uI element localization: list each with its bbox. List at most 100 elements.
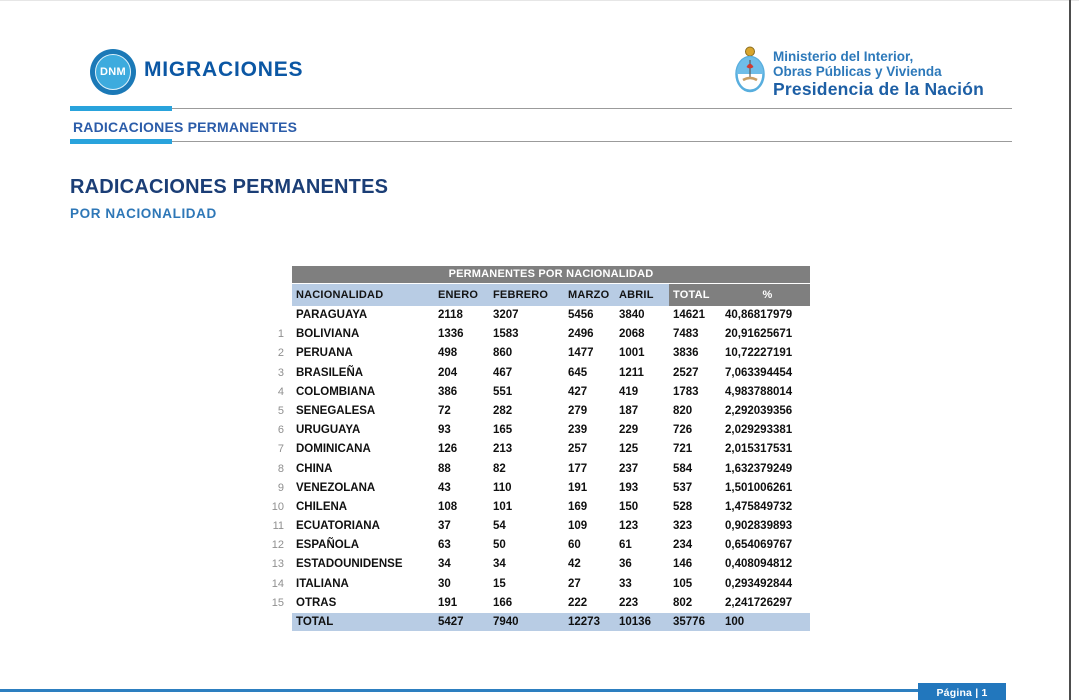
cell-pct: 40,86817979 bbox=[725, 309, 793, 321]
cell-abril: 237 bbox=[619, 462, 639, 475]
table-row: 3 BRASILEÑA 204 467 645 1211 2527 7,0633… bbox=[262, 364, 810, 383]
table-header-row: NACIONALIDAD ENERO FEBRERO MARZO ABRIL T… bbox=[292, 284, 810, 306]
cell-pct: 4,983788014 bbox=[725, 385, 793, 398]
cell-total: 1783 bbox=[673, 385, 699, 398]
total-enero: 5427 bbox=[438, 616, 464, 628]
page-title: RADICACIONES PERMANENTES bbox=[70, 176, 389, 198]
row-number: 13 bbox=[271, 558, 284, 571]
total-pct: 100 bbox=[725, 616, 745, 628]
cell-abril: 187 bbox=[619, 404, 639, 417]
cell-total: 146 bbox=[673, 558, 693, 571]
cell-febrero: 166 bbox=[493, 596, 513, 609]
table-row: 6 URUGUAYA 93 165 239 229 726 2,02929338… bbox=[262, 421, 810, 440]
dnm-logo: DNM bbox=[90, 49, 136, 95]
cell-marzo: 60 bbox=[568, 539, 581, 552]
row-number: 3 bbox=[277, 366, 284, 379]
cell-marzo: 257 bbox=[568, 443, 588, 456]
row-number: 2 bbox=[277, 347, 284, 360]
cell-abril: 3840 bbox=[619, 309, 645, 321]
table-body: PARAGUAYA 2118 3207 5456 3840 14621 40,8… bbox=[262, 306, 810, 613]
cell-total: 105 bbox=[673, 577, 693, 590]
cell-enero: 1336 bbox=[438, 328, 464, 341]
cell-febrero: 101 bbox=[493, 500, 513, 513]
col-header-enero: ENERO bbox=[438, 284, 493, 306]
footer-divider bbox=[0, 689, 918, 692]
page-right-border bbox=[1069, 0, 1071, 700]
cell-nacionalidad: ESTADOUNIDENSE bbox=[296, 558, 403, 571]
cell-nacionalidad: SENEGALESA bbox=[296, 404, 376, 417]
cell-nacionalidad: PARAGUAYA bbox=[296, 309, 368, 321]
cell-abril: 150 bbox=[619, 500, 639, 513]
cell-pct: 2,015317531 bbox=[725, 443, 793, 456]
cell-marzo: 427 bbox=[568, 385, 588, 398]
cell-marzo: 239 bbox=[568, 424, 588, 437]
cell-abril: 1001 bbox=[619, 347, 645, 360]
cell-enero: 126 bbox=[438, 443, 458, 456]
row-number: 12 bbox=[271, 539, 284, 552]
col-header-febrero: FEBRERO bbox=[493, 284, 568, 306]
row-number: 4 bbox=[277, 385, 284, 398]
cell-pct: 10,72227191 bbox=[725, 347, 793, 360]
cell-marzo: 177 bbox=[568, 462, 588, 475]
cell-marzo: 42 bbox=[568, 558, 581, 571]
cell-marzo: 222 bbox=[568, 596, 588, 609]
cell-marzo: 169 bbox=[568, 500, 588, 513]
page-subtitle: POR NACIONALIDAD bbox=[70, 206, 217, 221]
total-total: 35776 bbox=[673, 616, 705, 628]
ministry-line-2: Obras Públicas y Vivienda bbox=[773, 63, 942, 79]
cell-pct: 0,902839893 bbox=[725, 520, 793, 533]
col-header-pct: % bbox=[725, 284, 810, 306]
table-row: 5 SENEGALESA 72 282 279 187 820 2,292039… bbox=[262, 402, 810, 421]
cell-nacionalidad: BRASILEÑA bbox=[296, 366, 364, 379]
cell-total: 7483 bbox=[673, 328, 699, 341]
cell-pct: 20,91625671 bbox=[725, 328, 793, 341]
table-row: 4 COLOMBIANA 386 551 427 419 1783 4,9837… bbox=[262, 383, 810, 402]
cell-total: 2527 bbox=[673, 366, 699, 379]
divider-line bbox=[172, 108, 1012, 109]
cell-febrero: 1583 bbox=[493, 328, 519, 341]
cell-marzo: 5456 bbox=[568, 309, 594, 321]
cell-marzo: 191 bbox=[568, 481, 588, 494]
cell-febrero: 3207 bbox=[493, 309, 519, 321]
cell-abril: 2068 bbox=[619, 328, 645, 341]
cell-febrero: 34 bbox=[493, 558, 506, 571]
row-number: 8 bbox=[277, 462, 284, 475]
cell-febrero: 282 bbox=[493, 404, 513, 417]
cell-total: 3836 bbox=[673, 347, 699, 360]
cell-febrero: 165 bbox=[493, 424, 513, 437]
cell-enero: 88 bbox=[438, 462, 451, 475]
cell-total: 721 bbox=[673, 443, 693, 456]
table-total-row: TOTAL 5427 7940 12273 10136 35776 100 bbox=[292, 613, 810, 631]
table-row: 10 CHILENA 108 101 169 150 528 1,4758497… bbox=[262, 498, 810, 517]
cell-marzo: 27 bbox=[568, 577, 581, 590]
cell-pct: 2,241726297 bbox=[725, 596, 793, 609]
argentina-coat-of-arms-icon bbox=[735, 46, 765, 93]
cell-pct: 0,654069767 bbox=[725, 539, 793, 552]
cell-nacionalidad: URUGUAYA bbox=[296, 424, 361, 437]
table-row: 8 CHINA 88 82 177 237 584 1,632379249 bbox=[262, 460, 810, 479]
cell-pct: 0,293492844 bbox=[725, 577, 793, 590]
cell-pct: 0,408094812 bbox=[725, 558, 793, 571]
brand-migraciones: MIGRACIONES bbox=[144, 58, 304, 81]
cell-abril: 61 bbox=[619, 539, 632, 552]
cell-pct: 7,063394454 bbox=[725, 366, 793, 379]
row-number: 10 bbox=[271, 500, 284, 513]
cell-pct: 1,475849732 bbox=[725, 500, 793, 513]
cell-enero: 498 bbox=[438, 347, 458, 360]
table-row: 11 ECUATORIANA 37 54 109 123 323 0,90283… bbox=[262, 517, 810, 536]
cell-total: 14621 bbox=[673, 309, 705, 321]
table-row: 2 PERUANA 498 860 1477 1001 3836 10,7222… bbox=[262, 344, 810, 363]
cell-total: 820 bbox=[673, 404, 693, 417]
divider-line bbox=[172, 141, 1012, 142]
cell-enero: 37 bbox=[438, 520, 451, 533]
ministry-line-1: Ministerio del Interior, bbox=[773, 49, 914, 64]
cell-febrero: 551 bbox=[493, 385, 513, 398]
cell-abril: 419 bbox=[619, 385, 639, 398]
cell-pct: 1,632379249 bbox=[725, 462, 793, 475]
row-number: 14 bbox=[271, 577, 284, 590]
cell-marzo: 279 bbox=[568, 404, 588, 417]
cell-febrero: 467 bbox=[493, 366, 513, 379]
cell-marzo: 109 bbox=[568, 520, 588, 533]
cell-marzo: 645 bbox=[568, 366, 588, 379]
